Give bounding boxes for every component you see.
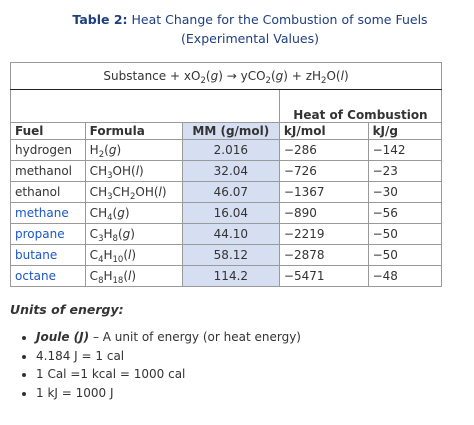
data-table: Substance + xO2(g) → yCO2(g) + zH2O(l) H… <box>10 62 443 287</box>
cell: 16.04 <box>181 202 280 224</box>
column-header: kJ/g <box>367 122 443 140</box>
table-row: butane C4H10(l) 58.12 −2878 −50 <box>10 244 443 266</box>
cell: −23 <box>367 160 443 182</box>
unit-text: 1 Cal =1 kcal = 1000 cal <box>36 367 186 381</box>
table-row: ethanol CH3CH2OH(l) 46.07 −1367 −30 <box>10 181 443 203</box>
cell: −48 <box>367 265 443 287</box>
blank-cell <box>10 89 280 123</box>
cell: 2.016 <box>181 139 280 161</box>
cell: 46.07 <box>181 181 280 203</box>
cell: propane <box>10 223 86 245</box>
unit-note: 1 kJ = 1000 J <box>36 384 301 403</box>
equation: Substance + xO2(g) → yCO2(g) + zH2O(l) <box>10 62 442 90</box>
unit-term: Joule (J) <box>36 330 90 344</box>
unit-note: 4.184 J = 1 cal <box>36 347 301 366</box>
cell: H2(g) <box>84 139 183 161</box>
caption-label: Table 2: <box>72 12 128 27</box>
cell: −142 <box>367 139 443 161</box>
cell: −50 <box>367 244 443 266</box>
cell: 44.10 <box>181 223 280 245</box>
table-row: methanol CH3OH(l) 32.04 −726 −23 <box>10 160 443 182</box>
unit-text: 4.184 J = 1 cal <box>36 348 125 363</box>
table-row: methane CH4(g) 16.04 −890 −56 <box>10 202 443 224</box>
table-row: octane C8H18(l) 114.2 −5471 −48 <box>10 265 443 287</box>
unit-text: – A unit of energy (or heat energy) <box>89 330 301 344</box>
cell: 32.04 <box>181 160 280 182</box>
cell: CH4(g) <box>84 202 183 224</box>
caption-subtitle: (Experimental Values) <box>181 31 319 46</box>
equation-row: Substance + xO2(g) → yCO2(g) + zH2O(l) <box>10 62 442 90</box>
cell: 114.2 <box>181 265 280 287</box>
units-heading: Units of energy: <box>10 302 124 317</box>
units-list: Joule (J) – A unit of energy (or heat en… <box>10 328 301 402</box>
column-header: kJ/mol <box>278 122 369 140</box>
cell: CH3OH(l) <box>84 160 183 182</box>
table-row: propane C3H8(g) 44.10 −2219 −50 <box>10 223 443 245</box>
cell: octane <box>10 265 86 287</box>
cell: hydrogen <box>10 139 86 161</box>
column-header: Fuel <box>10 122 86 140</box>
unit-note: 1 Cal =1 kcal = 1000 cal <box>36 365 301 384</box>
cell: butane <box>10 244 86 266</box>
cell: −890 <box>278 202 369 224</box>
column-header: MM (g/mol) <box>181 122 280 140</box>
cell: C8H18(l) <box>84 265 183 287</box>
group-row: Heat of Combustion <box>10 89 443 123</box>
cell: −286 <box>278 139 369 161</box>
cell: methanol <box>10 160 86 182</box>
caption: Table 2: Heat Change for the Combustion … <box>60 10 440 48</box>
cell: −726 <box>278 160 369 182</box>
cell: −56 <box>367 202 443 224</box>
cell: C4H10(l) <box>84 244 183 266</box>
unit-text: 1 kJ = 1000 J <box>36 385 114 400</box>
unit-note: Joule (J) – A unit of energy (or heat en… <box>36 328 301 347</box>
group-header: Heat of Combustion <box>278 89 443 123</box>
cell: C3H8(g) <box>84 223 183 245</box>
cell: −1367 <box>278 181 369 203</box>
header-row: Fuel Formula MM (g/mol) kJ/mol kJ/g <box>10 122 443 140</box>
cell: ethanol <box>10 181 86 203</box>
cell: −30 <box>367 181 443 203</box>
cell: −2878 <box>278 244 369 266</box>
cell: CH3CH2OH(l) <box>84 181 183 203</box>
cell: methane <box>10 202 86 224</box>
cell: −50 <box>367 223 443 245</box>
cell: 58.12 <box>181 244 280 266</box>
table-body: Substance + xO2(g) → yCO2(g) + zH2O(l) H… <box>10 62 443 287</box>
caption-line: Table 2: Heat Change for the Combustion … <box>60 10 440 29</box>
cell: −2219 <box>278 223 369 245</box>
caption-title: Heat Change for the Combustion of some F… <box>131 12 428 27</box>
column-header: Formula <box>84 122 183 140</box>
cell: −5471 <box>278 265 369 287</box>
table-row: hydrogen H2(g) 2.016 −286 −142 <box>10 139 443 161</box>
